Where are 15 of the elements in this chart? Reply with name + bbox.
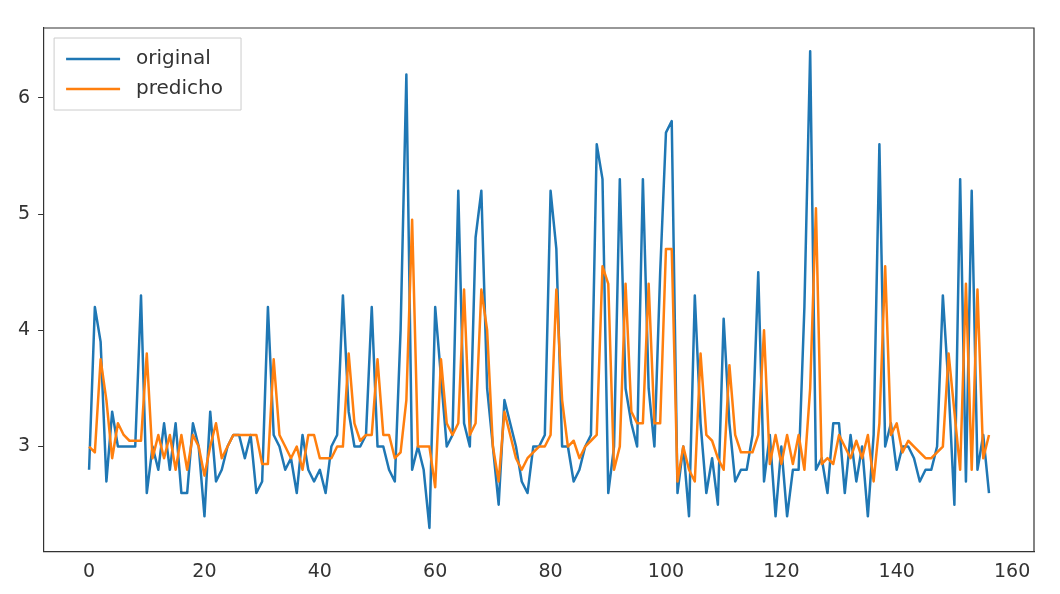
y-tick-label: 6 xyxy=(17,84,31,107)
x-tick-label: 120 xyxy=(763,558,800,581)
y-tick-label: 3 xyxy=(17,433,31,456)
x-tick-label: 140 xyxy=(878,558,915,581)
x-tick-label: 60 xyxy=(423,558,448,581)
x-tick-label: 40 xyxy=(307,558,332,581)
x-tick-label: 20 xyxy=(192,558,217,581)
legend-label: predicho xyxy=(136,75,224,100)
legend-label: original xyxy=(136,45,211,70)
x-tick-label: 0 xyxy=(83,558,96,581)
x-tick-label: 100 xyxy=(647,558,685,581)
y-tick-label: 5 xyxy=(17,200,31,223)
y-tick-label: 4 xyxy=(17,317,31,340)
x-tick-label: 160 xyxy=(993,558,1031,581)
x-tick-label: 80 xyxy=(538,558,563,581)
